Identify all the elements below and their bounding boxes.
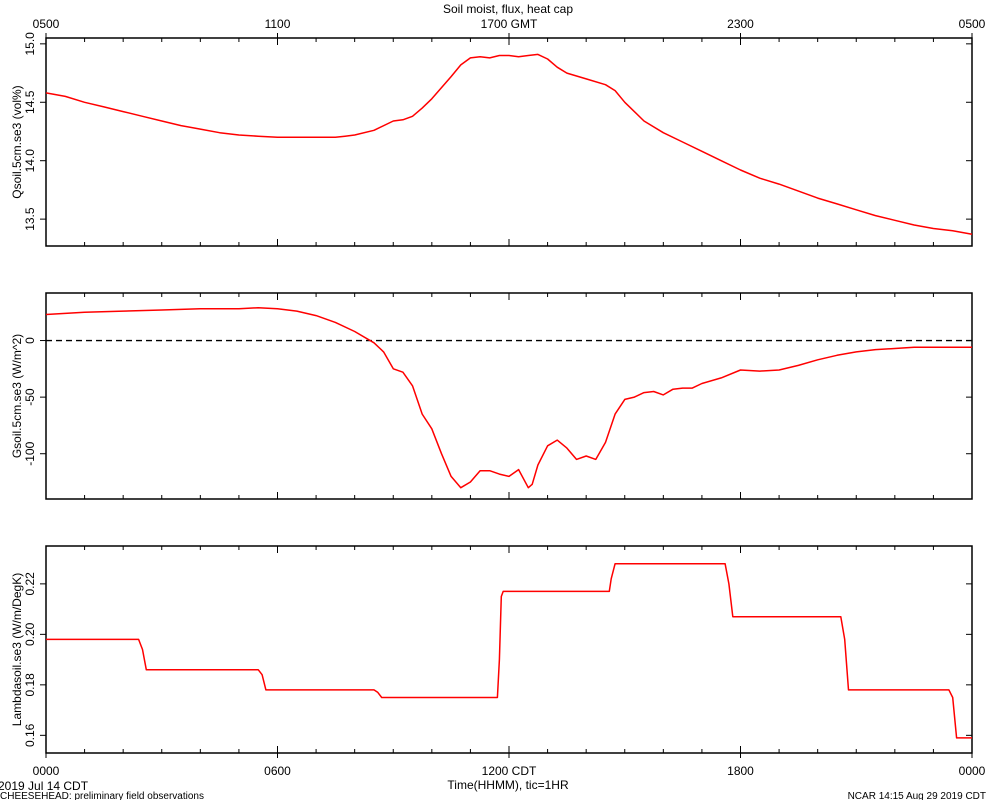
plot-frame <box>45 37 973 247</box>
y-axis-label: Lambdasoil.se3 (W/m/DegK) <box>10 573 24 726</box>
bottom-axis-tick-labels: 0000 0600 1200 CDT 1800 0000 <box>33 764 986 778</box>
top-axis-tick-label: 2300 <box>727 17 754 31</box>
y-tick-label: 14.0 <box>23 149 37 173</box>
y-tick-label: 0.20 <box>23 622 37 646</box>
bottom-axis-tick-label: 0000 <box>959 764 986 778</box>
bottom-axis-tick-label: 1800 <box>727 764 754 778</box>
date-label: 2019 Jul 14 CDT <box>0 779 89 793</box>
top-axis-tick-label: 0500 <box>33 17 60 31</box>
plot-frame <box>45 292 973 500</box>
y-tick-label: 13.5 <box>23 207 37 231</box>
plot-frame <box>45 545 973 754</box>
series-line <box>45 306 972 489</box>
y-tick-label: -100 <box>23 441 37 465</box>
y-tick-label: 0.18 <box>23 673 37 697</box>
chart-panels: 13.5 14.0 14.5 15.0 Qsoil.5cm.se3 (vol%) -100… <box>10 32 973 758</box>
y-axis-label: Qsoil.5cm.se3 (vol%) <box>10 85 24 198</box>
y-tick-label: 14.5 <box>23 90 37 114</box>
y-tick-label: -50 <box>23 388 37 406</box>
y-tick-label: 15.0 <box>23 32 37 56</box>
bottom-axis-tick-label: 0000 <box>33 764 60 778</box>
chart-panel: 13.5 14.0 14.5 15.0 Qsoil.5cm.se3 (vol%) <box>10 32 973 247</box>
y-tick-label: 0.16 <box>23 723 37 747</box>
y-tick-label: 0 <box>23 337 37 344</box>
top-axis-tick-label: 1700 GMT <box>481 17 538 31</box>
x-axis-label: Time(HHMM), tic=1HR <box>447 778 569 792</box>
bottom-axis-tick-label: 1200 CDT <box>482 764 537 778</box>
bottom-axis-tick-label: 0600 <box>264 764 291 778</box>
series-line <box>45 53 973 236</box>
y-axis-label: Gsoil.5cm.se3 (W/m^2) <box>10 334 24 458</box>
top-axis-tick-label: 1100 <box>265 17 291 31</box>
chart-title: Soil moist, flux, heat cap <box>443 2 573 16</box>
footer-left-text: CHEESEHEAD: preliminary field observatio… <box>0 791 204 800</box>
top-axis-tick-labels: 0500 1100 1700 GMT 2300 0500 <box>33 17 986 31</box>
y-tick-label: 0.22 <box>23 572 37 596</box>
series-line <box>46 562 972 739</box>
top-axis-tick-label: 0500 <box>959 17 986 31</box>
footer-right-text: NCAR 14:15 Aug 29 2019 CDT <box>848 791 986 800</box>
